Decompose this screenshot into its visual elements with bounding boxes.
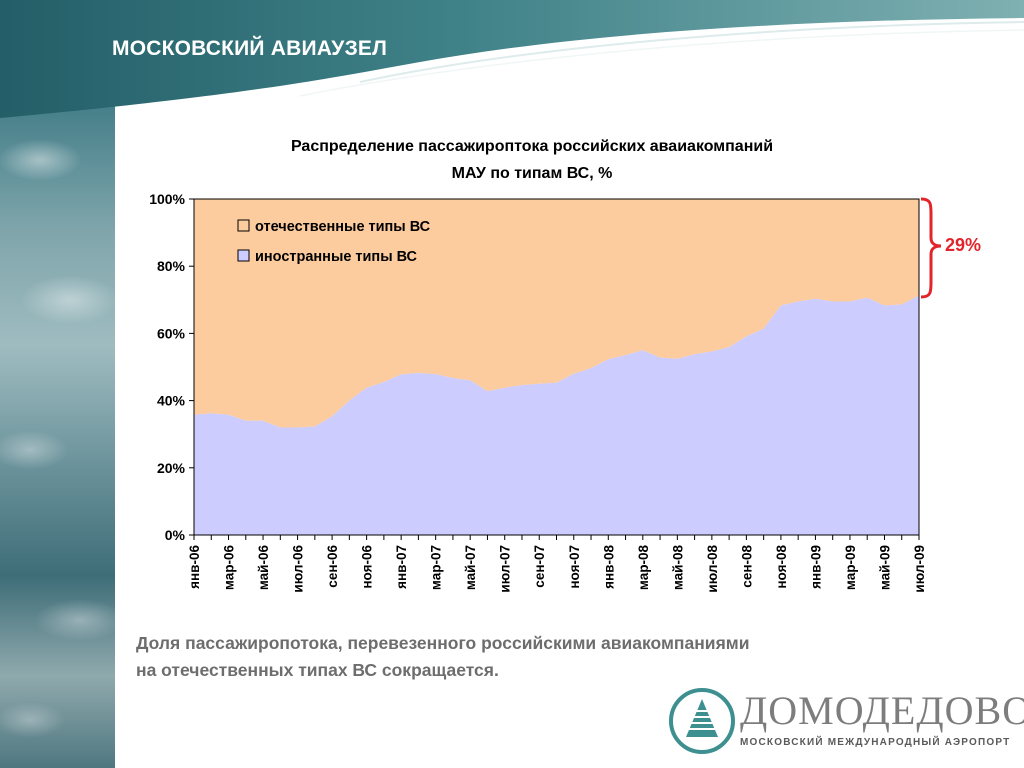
x-tick-label: июл-09 [912,545,927,593]
x-tick-label: ноя-08 [774,545,789,589]
x-tick-label: июл-06 [291,545,306,593]
x-tick-label: июл-07 [498,545,513,593]
x-tick-label: янв-07 [394,545,409,589]
legend-label: отечественные типы ВС [255,219,431,235]
cloud-sidebar-image [0,0,115,768]
chart-title: Распределение пассажироптока российских … [150,133,914,187]
caption: Доля пассажиропотока, перевезенного росс… [136,630,956,684]
caption-line1: Доля пассажиропотока, перевезенного росс… [136,633,750,653]
x-tick-label: янв-06 [187,545,202,589]
x-tick-label: сен-08 [739,545,754,588]
series-area-foreign [194,295,919,535]
x-tick-label: мар-09 [843,545,858,590]
x-tick-label: июл-08 [705,545,720,593]
y-tick-label: 0% [165,527,186,543]
legend-label: иностранные типы ВС [255,249,418,265]
x-tick-label: ноя-07 [567,545,582,589]
header-band [0,0,1024,118]
chart-title-line2: МАУ по типам ВС, % [451,165,613,182]
x-tick-label: май-08 [670,545,685,591]
slide-title: МОСКОВСКИЙ АВИАУЗЕЛ [112,37,388,60]
legend-swatch [237,219,250,232]
logo-subtitle: МОСКОВСКИЙ МЕЖДУНАРОДНЫЙ АЭРОПОРТ [740,737,1011,748]
y-tick-label: 40% [157,393,186,409]
x-tick-label: янв-09 [808,545,823,589]
x-tick-label: мар-07 [429,545,444,590]
x-tick-label: сен-07 [532,545,547,588]
y-tick-label: 60% [157,325,186,341]
airport-emblem-icon [669,688,735,754]
domodedovo-logo: ДОМОДЕДОВО МОСКОВСКИЙ МЕЖДУНАРОДНЫЙ АЭРО… [668,685,1024,757]
caption-line2: на отечественных типах ВС сокращается. [136,660,499,680]
x-tick-label: мар-06 [222,545,237,591]
area-chart: 0% 20% 40% 60% 80% 100% янв-06 мар-06 май-06 июл-… [149,191,981,593]
x-tick-label: мар-08 [636,545,651,591]
x-tick-label: май-07 [463,545,478,590]
logo-name: ДОМОДЕДОВО [740,688,1024,733]
x-tick-label: май-09 [877,545,892,590]
y-tick-label: 80% [157,258,186,274]
x-tick-label: сен-06 [325,545,340,588]
callout-label: 29% [945,235,981,255]
y-tick-label: 20% [157,460,186,476]
chart-title-line1: Распределение пассажироптока российских … [290,138,774,155]
y-tick-label: 100% [149,191,185,207]
x-tick-label: ноя-06 [360,545,375,589]
legend-swatch [237,249,250,262]
x-tick-label: янв-08 [601,545,616,589]
x-tick-label: май-06 [256,545,271,591]
series-area-domestic [194,199,919,428]
callout-bracket [920,197,942,299]
